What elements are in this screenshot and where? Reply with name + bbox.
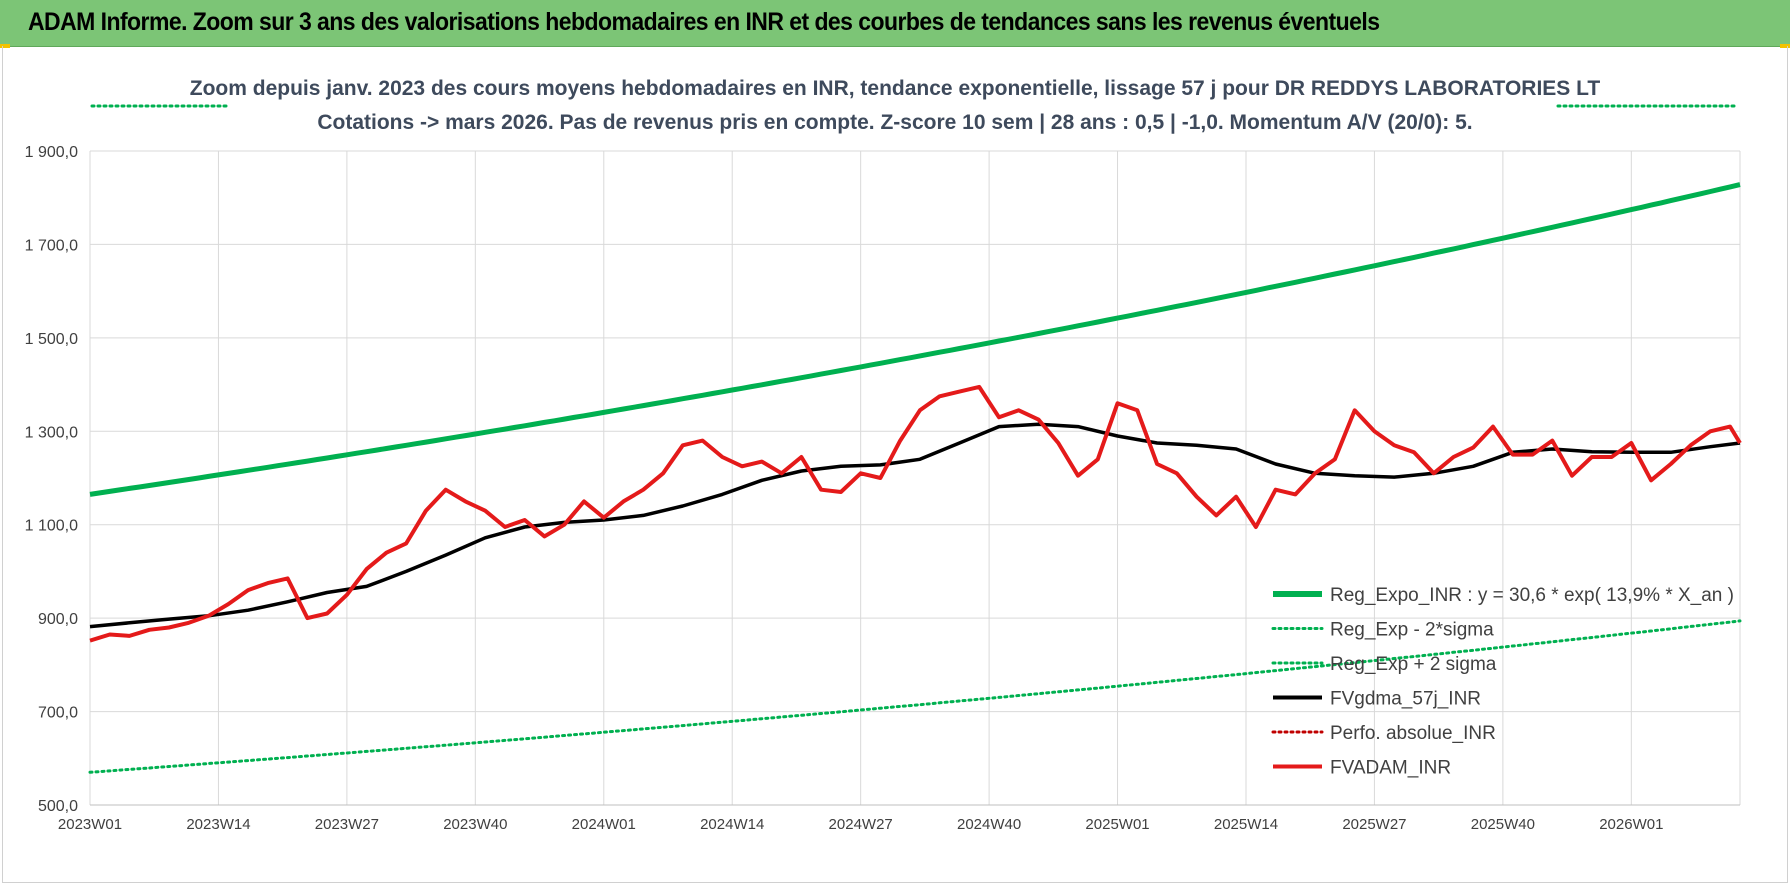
legend-label: Perfo. absolue_INR bbox=[1330, 723, 1496, 744]
x-tick-label: 2024W01 bbox=[572, 816, 636, 833]
chart-title-line1: Zoom depuis janv. 2023 des cours moyens … bbox=[190, 77, 1601, 100]
corner-marker-right bbox=[1780, 44, 1790, 48]
x-tick-label: 2024W40 bbox=[957, 816, 1021, 833]
y-tick-label: 1 500,0 bbox=[25, 331, 78, 348]
series-fvadam-line bbox=[89, 384, 1742, 643]
report-title: ADAM Informe. Zoom sur 3 ans des valoris… bbox=[28, 8, 1380, 36]
y-tick-label: 1 700,0 bbox=[25, 237, 78, 254]
corner-marker-left bbox=[0, 44, 10, 48]
y-tick-label: 1 900,0 bbox=[25, 144, 78, 161]
series-reg-exp-minus-2sigma-line bbox=[88, 619, 1742, 774]
legend-label: FVADAM_INR bbox=[1330, 758, 1451, 779]
legend-label: Reg_Exp + 2 sigma bbox=[1330, 654, 1497, 675]
y-tick-label: 1 100,0 bbox=[25, 518, 78, 535]
y-tick-label: 900,0 bbox=[38, 611, 78, 628]
series-reg-expo-line bbox=[89, 182, 1741, 497]
x-tick-label: 2024W14 bbox=[700, 816, 764, 833]
report-banner: ADAM Informe. Zoom sur 3 ans des valoris… bbox=[0, 0, 1790, 47]
series-fvgdma-line bbox=[89, 422, 1741, 629]
chart-frame bbox=[2, 46, 1788, 883]
grid bbox=[89, 150, 1741, 806]
x-tick-label: 2026W01 bbox=[1599, 816, 1663, 833]
legend: Reg_Expo_INR : y = 30,6 * exp( 13,9% * X… bbox=[1271, 585, 1734, 779]
legend-label: FVgdma_57j_INR bbox=[1330, 689, 1481, 710]
legend-label: Reg_Expo_INR : y = 30,6 * exp( 13,9% * X… bbox=[1330, 585, 1734, 606]
x-tick-label: 2025W14 bbox=[1214, 816, 1278, 833]
x-tick-label: 2023W14 bbox=[186, 816, 250, 833]
x-tick-label: 2023W27 bbox=[315, 816, 379, 833]
x-tick-label: 2025W40 bbox=[1471, 816, 1535, 833]
x-tick-label: 2023W01 bbox=[58, 816, 122, 833]
y-tick-label: 500,0 bbox=[38, 798, 78, 815]
axes: 500,0 700,0 900,0 1 100,0 1 300,0 1 500,0 1 70… bbox=[25, 144, 1740, 833]
x-tick-label: 2024W27 bbox=[829, 816, 893, 833]
x-tick-label: 2025W01 bbox=[1085, 816, 1149, 833]
x-tick-label: 2025W27 bbox=[1342, 816, 1406, 833]
y-tick-label: 1 300,0 bbox=[25, 424, 78, 441]
legend-label: Reg_Exp - 2*sigma bbox=[1330, 620, 1494, 641]
series bbox=[88, 104, 1742, 774]
x-tick-label: 2023W40 bbox=[443, 816, 507, 833]
y-tick-label: 700,0 bbox=[38, 705, 78, 722]
chart-title-line2: Cotations -> mars 2026. Pas de revenus p… bbox=[317, 111, 1472, 134]
